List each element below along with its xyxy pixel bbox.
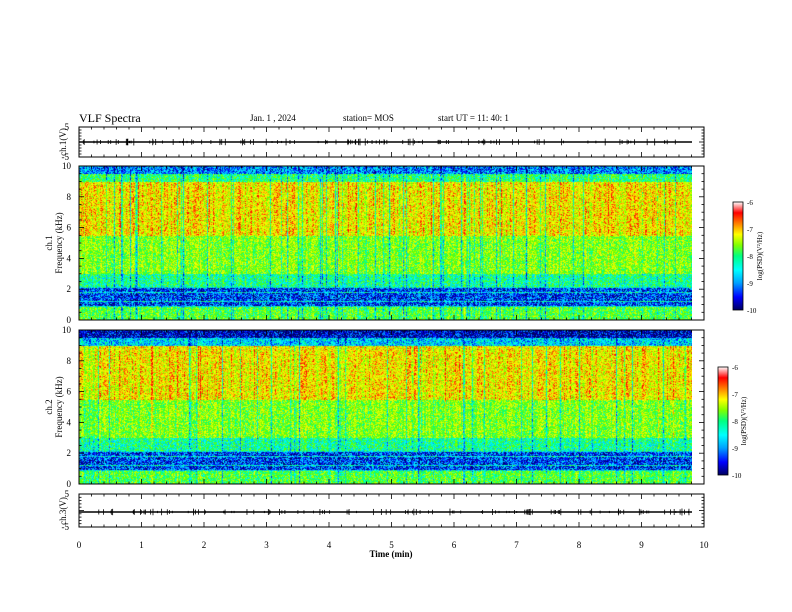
x-tick-label: 4: [327, 540, 332, 550]
ch2-spectrogram-image: [79, 330, 692, 484]
ch1-spectrogram-image: [79, 166, 692, 320]
y-tick-label: 5: [65, 122, 70, 132]
ch1-colorbar: log(PSD)(V²/Hz) -6 -7 -8 -9 -10: [732, 199, 764, 315]
colorbar-tick-label: -8: [747, 253, 753, 261]
y-tick-label: -5: [62, 152, 70, 162]
colorbar-tick-label: -8: [732, 418, 738, 426]
y-tick-label: 6: [67, 387, 72, 397]
ch1-spectrogram-ylabel: ch.1Frequency (kHz): [44, 212, 64, 273]
figure-title: VLF Spectra: [79, 111, 141, 125]
y-tick-label: 0: [67, 315, 72, 325]
start-time-label: start UT = 11: 40: 1: [438, 113, 509, 123]
ch2-colorbar-label: log(PSD)(V²/Hz): [740, 396, 748, 445]
y-tick-label: 2: [67, 448, 72, 458]
x-tick-label: 2: [202, 540, 207, 550]
x-tick-label: 9: [639, 540, 644, 550]
y-tick-label: 2: [67, 284, 72, 294]
colorbar-tick-label: -7: [732, 391, 738, 399]
colorbar-tick-label: -7: [747, 226, 753, 234]
y-tick-label: 6: [67, 223, 72, 233]
ch1-spectrogram-panel: [78, 165, 705, 321]
x-tick-label: 1: [139, 540, 144, 550]
y-tick-label: 8: [67, 192, 72, 202]
colorbar-tick-label: -6: [732, 364, 738, 372]
ch3-waveform-ylabel: ch.3(V): [58, 497, 68, 525]
colorbar-tick-label: -6: [747, 199, 753, 207]
ch1-frequency-label: ch.1Frequency (kHz): [44, 212, 64, 273]
x-tick-label: 3: [264, 540, 269, 550]
y-tick-label: 10: [62, 325, 72, 335]
x-tick-label: 10: [700, 540, 710, 550]
ch1-colorbar-label: log(PSD)(V²/Hz): [756, 231, 764, 280]
y-tick-label: 5: [65, 489, 70, 499]
ch2-spectrogram-panel: [78, 329, 705, 485]
colorbar-tick-label: -9: [732, 445, 738, 453]
ch1-waveform-ylabel: ch.1(V): [58, 128, 68, 156]
x-tick-label: 6: [452, 540, 457, 550]
x-tick-label: 8: [577, 540, 582, 550]
ch2-spectrogram-ylabel: ch.2Frequency (kHz): [44, 376, 64, 437]
x-tick-label: 0: [77, 540, 82, 550]
ch2-frequency-label: ch.2Frequency (kHz): [44, 376, 64, 437]
x-tick-label: 5: [389, 540, 394, 550]
colorbar-tick-label: -10: [747, 307, 757, 315]
ch2-colorbar: log(PSD)(V²/Hz) -6 -7 -8 -9 -10: [717, 364, 748, 480]
y-tick-label: 0: [67, 479, 72, 489]
x-tick-label: 7: [514, 540, 519, 550]
y-tick-label: 8: [67, 356, 72, 366]
date-label: Jan. 1 , 2024: [250, 113, 296, 123]
y-tick-label: 10: [62, 161, 72, 171]
station-label: station= MOS: [343, 113, 394, 123]
y-tick-label: -5: [62, 522, 70, 532]
colorbar-tick-label: -10: [732, 472, 742, 480]
y-tick-label: 4: [67, 417, 72, 427]
colorbar-tick-label: -9: [747, 280, 753, 288]
ch3-waveform-panel: [78, 493, 705, 528]
y-tick-label: 4: [67, 253, 72, 263]
x-axis-label: Time (min): [369, 549, 412, 559]
